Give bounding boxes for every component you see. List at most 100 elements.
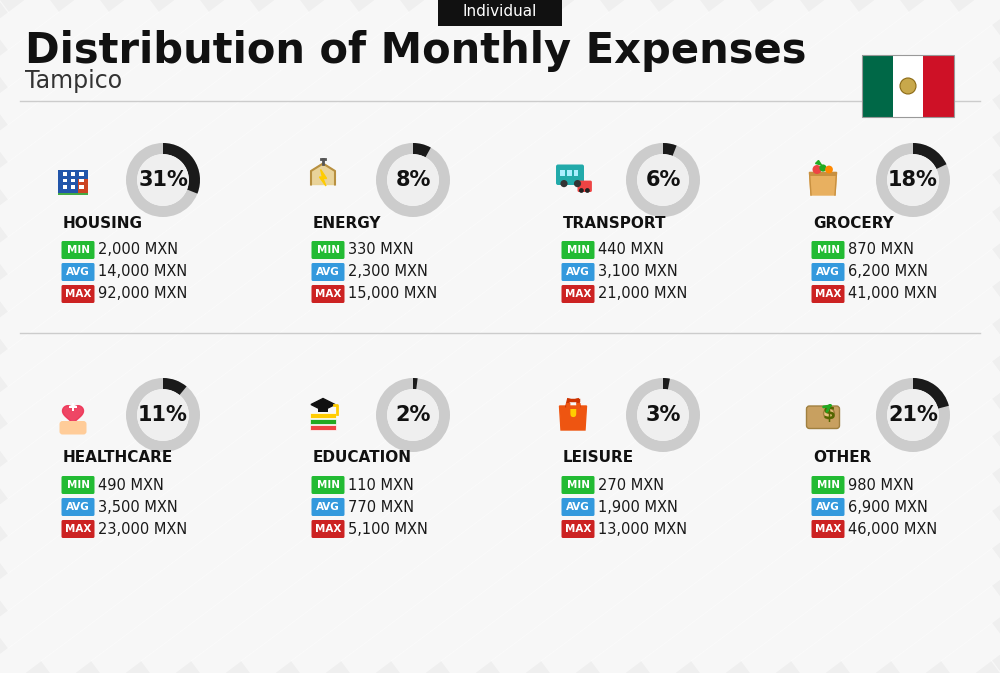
Text: MIN: MIN — [566, 245, 590, 255]
FancyBboxPatch shape — [312, 498, 344, 516]
FancyBboxPatch shape — [312, 476, 344, 494]
FancyBboxPatch shape — [812, 263, 844, 281]
Text: 18%: 18% — [888, 170, 938, 190]
Text: GROCERY: GROCERY — [813, 215, 894, 230]
Text: AVG: AVG — [66, 267, 90, 277]
Text: AVG: AVG — [316, 267, 340, 277]
Wedge shape — [663, 378, 670, 390]
Circle shape — [637, 389, 689, 441]
FancyBboxPatch shape — [567, 170, 572, 176]
Text: EDUCATION: EDUCATION — [313, 450, 412, 466]
Text: AVG: AVG — [816, 267, 840, 277]
Text: MAX: MAX — [65, 289, 91, 299]
Text: 21,000 MXN: 21,000 MXN — [598, 287, 687, 302]
Text: Tampico: Tampico — [25, 69, 122, 93]
Text: AVG: AVG — [566, 267, 590, 277]
Text: 870 MXN: 870 MXN — [848, 242, 914, 258]
FancyBboxPatch shape — [62, 179, 67, 182]
Text: MIN: MIN — [816, 480, 840, 490]
Polygon shape — [810, 172, 836, 195]
Text: U: U — [564, 402, 582, 425]
Circle shape — [387, 154, 439, 206]
FancyBboxPatch shape — [562, 498, 594, 516]
FancyBboxPatch shape — [562, 476, 594, 494]
Text: MIN: MIN — [816, 245, 840, 255]
Text: MAX: MAX — [315, 289, 341, 299]
Text: 980 MXN: 980 MXN — [848, 478, 914, 493]
Text: 13,000 MXN: 13,000 MXN — [598, 522, 687, 536]
FancyBboxPatch shape — [62, 520, 94, 538]
FancyBboxPatch shape — [562, 263, 594, 281]
Wedge shape — [876, 143, 950, 217]
FancyBboxPatch shape — [79, 185, 84, 189]
Polygon shape — [311, 164, 335, 184]
Text: 11%: 11% — [138, 405, 188, 425]
Text: TRANSPORT: TRANSPORT — [563, 215, 666, 230]
Text: MAX: MAX — [315, 524, 341, 534]
Text: MIN: MIN — [316, 245, 340, 255]
Polygon shape — [319, 170, 327, 186]
Circle shape — [387, 389, 439, 441]
Text: 5,100 MXN: 5,100 MXN — [348, 522, 428, 536]
FancyBboxPatch shape — [312, 520, 344, 538]
Text: $: $ — [822, 404, 836, 423]
FancyBboxPatch shape — [62, 185, 67, 189]
FancyBboxPatch shape — [310, 419, 336, 424]
Circle shape — [585, 188, 590, 193]
Text: Distribution of Monthly Expenses: Distribution of Monthly Expenses — [25, 30, 806, 72]
FancyBboxPatch shape — [310, 425, 336, 430]
FancyBboxPatch shape — [71, 179, 75, 182]
Text: 770 MXN: 770 MXN — [348, 499, 414, 514]
Text: MAX: MAX — [815, 289, 841, 299]
Wedge shape — [626, 378, 700, 452]
Text: MAX: MAX — [565, 524, 591, 534]
Text: 15,000 MXN: 15,000 MXN — [348, 287, 437, 302]
FancyBboxPatch shape — [79, 179, 84, 182]
FancyBboxPatch shape — [69, 406, 77, 409]
Circle shape — [579, 188, 584, 193]
FancyBboxPatch shape — [312, 263, 344, 281]
FancyBboxPatch shape — [318, 404, 328, 412]
Text: 6%: 6% — [645, 170, 681, 190]
FancyBboxPatch shape — [62, 498, 94, 516]
FancyBboxPatch shape — [812, 476, 844, 494]
Circle shape — [825, 166, 833, 174]
FancyBboxPatch shape — [812, 241, 844, 259]
FancyBboxPatch shape — [574, 170, 578, 176]
FancyBboxPatch shape — [812, 498, 844, 516]
FancyBboxPatch shape — [62, 285, 94, 303]
Text: 2%: 2% — [395, 405, 431, 425]
Text: 3%: 3% — [645, 405, 681, 425]
Text: AVG: AVG — [316, 502, 340, 512]
Text: 270 MXN: 270 MXN — [598, 478, 664, 493]
Text: 330 MXN: 330 MXN — [348, 242, 414, 258]
FancyBboxPatch shape — [578, 180, 592, 192]
Wedge shape — [913, 378, 949, 409]
FancyBboxPatch shape — [71, 172, 75, 176]
Circle shape — [137, 389, 189, 441]
Circle shape — [824, 408, 834, 419]
Wedge shape — [376, 143, 450, 217]
Text: MIN: MIN — [316, 480, 340, 490]
Circle shape — [137, 154, 189, 206]
Text: OTHER: OTHER — [813, 450, 871, 466]
FancyBboxPatch shape — [62, 172, 67, 176]
FancyBboxPatch shape — [438, 0, 562, 26]
Text: 1,900 MXN: 1,900 MXN — [598, 499, 678, 514]
Text: MAX: MAX — [65, 524, 91, 534]
Text: 46,000 MXN: 46,000 MXN — [848, 522, 937, 536]
Polygon shape — [63, 406, 83, 425]
Text: ENERGY: ENERGY — [313, 215, 382, 230]
Text: MIN: MIN — [566, 480, 590, 490]
Wedge shape — [626, 143, 700, 217]
Text: 2,000 MXN: 2,000 MXN — [98, 242, 178, 258]
FancyBboxPatch shape — [62, 241, 94, 259]
Circle shape — [637, 154, 689, 206]
FancyBboxPatch shape — [79, 172, 84, 176]
Text: MIN: MIN — [66, 245, 90, 255]
Polygon shape — [816, 160, 822, 165]
Text: AVG: AVG — [66, 502, 90, 512]
Text: AVG: AVG — [816, 502, 840, 512]
FancyBboxPatch shape — [812, 285, 844, 303]
Text: 3,100 MXN: 3,100 MXN — [598, 264, 678, 279]
